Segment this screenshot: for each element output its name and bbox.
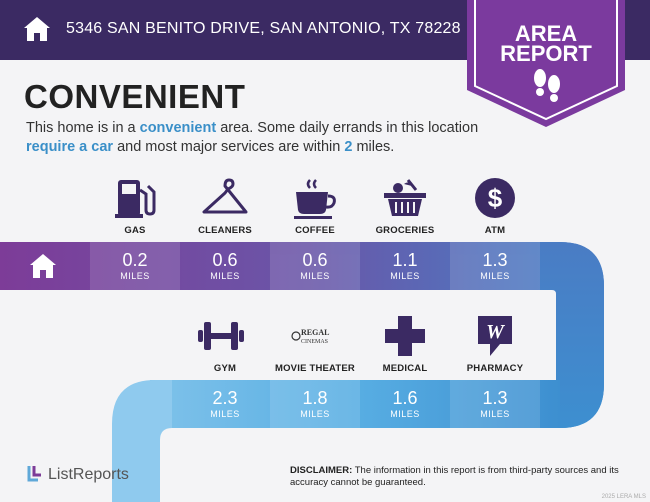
distance-gym: 2.3 MILES: [210, 388, 240, 419]
distance-cleaners: 0.6 MILES: [210, 250, 240, 281]
gas-pump-icon: [115, 180, 156, 218]
highlight-miles: 2: [344, 139, 353, 155]
distance-coffee: 0.6 MILES: [300, 250, 330, 281]
highlight-require-car: require a car: [26, 139, 114, 155]
description-text: This home is in a convenient area. Some …: [26, 120, 479, 155]
hanger-icon: [202, 178, 248, 214]
svg-text:W: W: [486, 321, 505, 343]
label-pharmacy: PHARMACY: [466, 363, 524, 374]
badge-line2: REPORT: [500, 41, 592, 66]
disclaimer: DISCLAIMER: The information in this repo…: [290, 465, 619, 488]
property-address: 5346 SAN BENITO DRIVE, SAN ANTONIO, TX 7…: [66, 20, 461, 37]
distance-medical: 1.6 MILES: [390, 388, 420, 419]
svg-text:REGAL: REGAL: [301, 328, 329, 337]
svg-text:CINEMAS: CINEMAS: [301, 339, 328, 345]
svg-text:$: $: [488, 183, 503, 213]
distance-pharmacy: 1.3 MILES: [480, 388, 510, 419]
walgreens-logo: W: [478, 316, 512, 356]
label-gym: GYM: [213, 363, 237, 374]
label-cleaners: CLEANERS: [198, 225, 252, 236]
highlight-convenient: convenient: [139, 120, 217, 136]
distance-movie-theater: 1.8 MILES: [300, 388, 330, 419]
home-marker-icon: [30, 254, 56, 278]
distance-groceries: 1.1 MILES: [390, 250, 420, 281]
medical-cross-icon: [385, 316, 425, 356]
label-coffee: COFFEE: [295, 225, 335, 236]
copyright-text: 2025 LERA MLS: [601, 494, 646, 500]
house-icon: [24, 17, 50, 41]
listreports-text: ListReports: [48, 466, 129, 483]
footprints-icon: [534, 69, 560, 102]
area-report-badge: AREA REPORT: [467, 0, 625, 127]
distance-gas: 0.2 MILES: [120, 250, 150, 281]
distance-atm: 1.3 MILES: [480, 250, 510, 281]
regal-cinemas-logo: REGAL CINEMAS: [291, 328, 329, 345]
listreports-logo[interactable]: ListReports: [26, 462, 136, 488]
label-medical: MEDICAL: [382, 363, 428, 374]
label-atm: ATM: [484, 225, 506, 236]
label-gas: GAS: [124, 225, 146, 236]
listreports-mark-icon: [27, 466, 41, 482]
grocery-basket-icon: [384, 179, 426, 216]
coffee-cup-icon: [294, 179, 336, 219]
dumbbell-icon: [198, 322, 244, 350]
badge-shape: [467, 0, 625, 127]
label-groceries: GROCERIES: [375, 225, 435, 236]
label-movie-theater: MOVIE THEATER: [274, 363, 355, 374]
dollar-icon: $: [475, 178, 515, 218]
page-title: CONVENIENT: [24, 78, 246, 115]
badge-line1: AREA: [514, 21, 578, 46]
